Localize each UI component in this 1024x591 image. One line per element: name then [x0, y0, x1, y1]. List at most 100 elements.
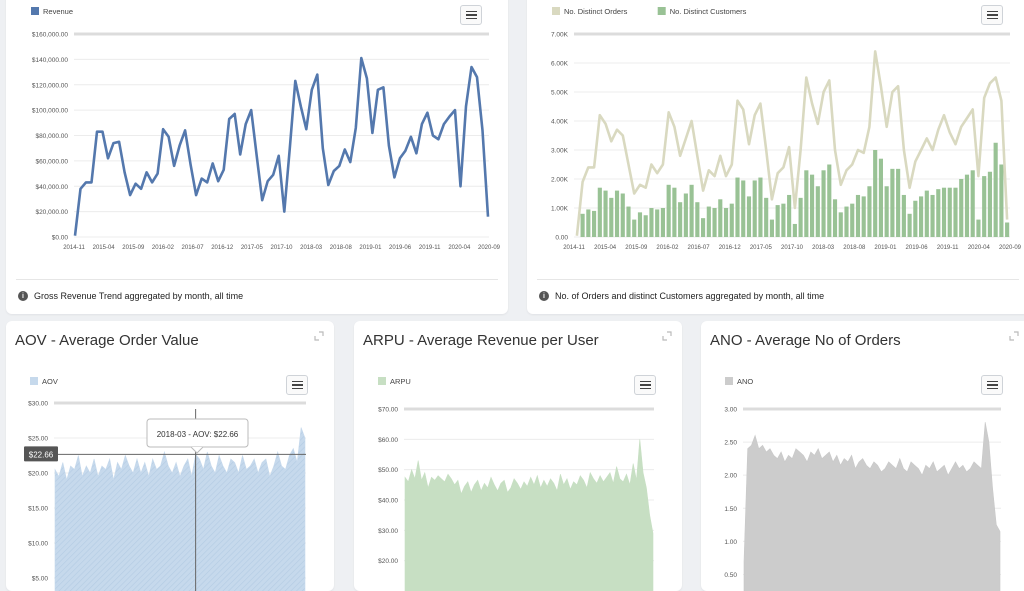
- x-tick-label: 2020-04: [968, 245, 991, 251]
- x-tick-label: 2017-10: [270, 245, 293, 251]
- x-tick-label: 2018-03: [300, 245, 323, 251]
- y-tick-label: $5.00: [32, 576, 49, 583]
- customers-bar: [948, 188, 952, 237]
- legend-label: No. Distinct Customers: [670, 7, 747, 16]
- customers-bar: [764, 198, 768, 237]
- customers-bar: [649, 208, 653, 237]
- customers-bar: [1005, 223, 1009, 238]
- y-tick-label: $40,000.00: [35, 184, 68, 191]
- aov-card: AOV - Average Order Value AOV$5.00$10.00…: [6, 321, 334, 591]
- x-tick-label: 2014-11: [63, 245, 85, 251]
- x-tick-label: 2019-06: [906, 245, 929, 251]
- customers-bar: [999, 165, 1003, 238]
- info-icon: i: [18, 291, 28, 301]
- legend-swatch: [31, 7, 39, 15]
- legend-swatch: [658, 7, 666, 15]
- y-tick-label: $30.00: [378, 528, 398, 535]
- customers-bar: [753, 180, 757, 237]
- aov-chart: AOV$5.00$10.00$15.00$20.00$25.00$30.00$2…: [6, 321, 334, 591]
- customers-bar: [667, 185, 671, 237]
- x-tick-label: 2019-11: [419, 245, 441, 251]
- revenue-chart: Revenue$0.00$20,000.00$40,000.00$60,000.…: [6, 0, 508, 257]
- customers-bar: [598, 188, 602, 237]
- customers-bar: [821, 170, 825, 237]
- customers-bar: [953, 188, 957, 237]
- y-tick-label: $60,000.00: [35, 158, 68, 165]
- crosshair-label: $22.66: [29, 450, 54, 459]
- y-tick-label: 3.00K: [551, 148, 569, 155]
- customers-bar: [655, 209, 659, 237]
- x-tick-label: 2016-07: [182, 245, 205, 251]
- customers-bar: [965, 175, 969, 237]
- legend-label: Revenue: [43, 7, 73, 16]
- customers-bar: [730, 204, 734, 237]
- customers-bar: [804, 170, 808, 237]
- customers-bar: [919, 196, 923, 237]
- y-tick-label: 6.00K: [551, 61, 569, 68]
- customers-bar: [862, 196, 866, 237]
- customers-bar: [690, 185, 694, 237]
- customers-bar: [684, 194, 688, 238]
- y-tick-label: $20.00: [28, 471, 48, 478]
- customers-bar: [890, 169, 894, 237]
- legend-swatch: [552, 7, 560, 15]
- x-tick-label: 2016-02: [656, 245, 679, 251]
- x-tick-label: 2017-05: [241, 245, 264, 251]
- customers-bar: [615, 191, 619, 237]
- ano-series-area: [744, 422, 1000, 591]
- customers-bar: [936, 189, 940, 237]
- customers-bar: [638, 212, 642, 237]
- x-tick-label: 2019-06: [389, 245, 412, 251]
- y-tick-label: 4.00K: [551, 119, 569, 126]
- customers-bar: [885, 186, 889, 237]
- customers-bar: [925, 191, 929, 237]
- x-tick-label: 2020-09: [478, 245, 501, 251]
- customers-bar: [902, 195, 906, 237]
- legend-swatch: [30, 377, 38, 385]
- customers-bar: [896, 169, 900, 237]
- customers-bar: [827, 165, 831, 238]
- y-tick-label: 5.00K: [551, 90, 569, 97]
- orders-divider: [537, 279, 1019, 280]
- y-tick-label: 0.50: [724, 572, 737, 579]
- customers-bar: [781, 204, 785, 237]
- customers-bar: [971, 170, 975, 237]
- legend-label: ANO: [737, 377, 753, 386]
- y-tick-label: $70.00: [378, 407, 398, 414]
- customers-bar: [833, 199, 837, 237]
- y-tick-label: $120,000.00: [32, 82, 69, 89]
- customers-bar: [712, 208, 716, 237]
- customers-bar: [644, 215, 648, 237]
- y-tick-label: $20.00: [378, 558, 398, 565]
- y-tick-label: 1.00: [724, 539, 737, 546]
- customers-bar: [632, 220, 636, 237]
- x-tick-label: 2019-11: [937, 245, 959, 251]
- x-tick-label: 2016-02: [152, 245, 175, 251]
- revenue-card: Revenue$0.00$20,000.00$40,000.00$60,000.…: [6, 0, 508, 314]
- y-tick-label: 7.00K: [551, 32, 569, 39]
- customers-bar: [908, 214, 912, 237]
- customers-bar: [850, 204, 854, 237]
- orders-note-text: No. of Orders and distinct Customers agg…: [555, 291, 824, 301]
- y-tick-label: 3.00: [724, 407, 737, 414]
- customers-bar: [603, 191, 607, 237]
- y-tick-label: 2.50: [724, 440, 737, 447]
- y-tick-label: $40.00: [378, 498, 398, 505]
- y-tick-label: $100,000.00: [32, 108, 69, 115]
- x-tick-label: 2020-04: [448, 245, 471, 251]
- customers-bar: [839, 212, 843, 237]
- x-tick-label: 2017-10: [781, 245, 804, 251]
- customers-bar: [994, 143, 998, 237]
- legend-label: AOV: [42, 377, 58, 386]
- x-tick-label: 2018-08: [330, 245, 353, 251]
- customers-bar: [701, 218, 705, 237]
- tooltip-pointer: [191, 447, 203, 453]
- customers-bar: [982, 176, 986, 237]
- customers-bar: [592, 211, 596, 237]
- arpu-chart: ARPU$20.00$30.00$40.00$50.00$60.00$70.00: [354, 321, 682, 591]
- y-tick-label: $0.00: [52, 235, 69, 242]
- x-tick-label: 2015-04: [594, 245, 617, 251]
- y-tick-label: $140,000.00: [32, 57, 69, 64]
- customers-bar: [856, 195, 860, 237]
